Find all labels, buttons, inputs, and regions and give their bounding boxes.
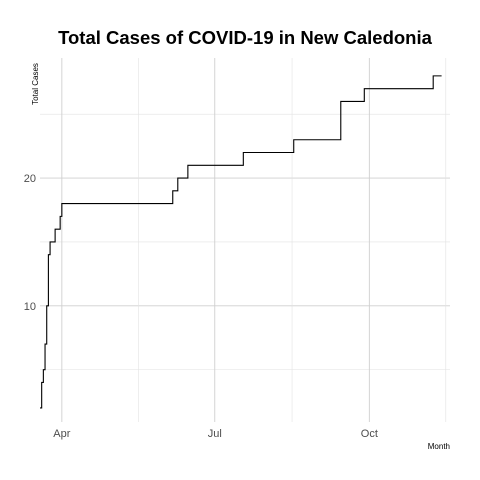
series-layer — [39, 75, 442, 409]
axis-layer: 10 20 Apr Jul Oct — [24, 173, 378, 440]
x-tick-label: Apr — [53, 428, 70, 440]
y-tick-label: 20 — [24, 173, 36, 185]
y-axis-label: Total Cases — [31, 63, 40, 105]
grid — [40, 58, 450, 422]
x-tick-label: Oct — [361, 428, 378, 440]
x-tick-label: Jul — [208, 428, 222, 440]
series-line-total-cases — [40, 75, 442, 409]
y-tick-label: 10 — [24, 301, 36, 313]
chart-title: Total Cases of COVID-19 in New Caledonia — [58, 27, 433, 48]
x-axis-label: Month — [428, 442, 450, 451]
